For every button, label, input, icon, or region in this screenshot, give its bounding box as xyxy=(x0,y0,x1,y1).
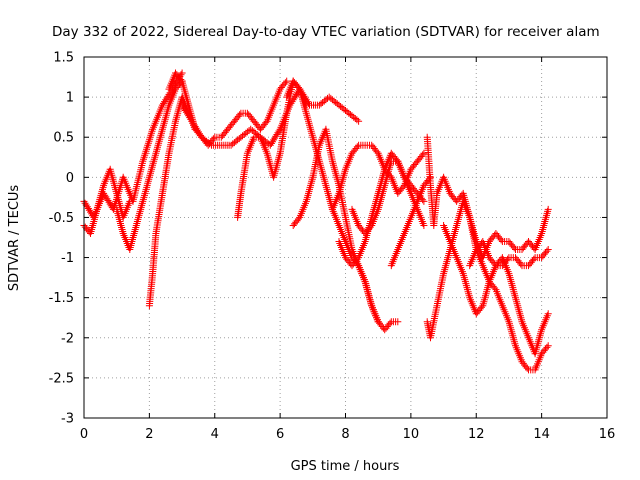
series-s9 xyxy=(283,77,382,326)
x-tick-label: 4 xyxy=(211,427,219,442)
x-tick-label: 12 xyxy=(468,427,485,442)
x-tick-label: 8 xyxy=(341,427,349,442)
axis-ticks: 0 2 4 6 8 10 12 14 16 1.5 1 0.5 0 -0.5 -1 -1.5 -2 -2.5 -3 xyxy=(49,51,616,443)
y-tick-label: 0.5 xyxy=(53,131,74,146)
x-axis-label: GPS time / hours xyxy=(291,459,400,474)
x-tick-label: 14 xyxy=(533,427,550,442)
x-tick-label: 16 xyxy=(599,427,616,442)
series-s17 xyxy=(466,238,552,270)
x-tick-label: 0 xyxy=(80,427,88,442)
data-points xyxy=(80,69,552,374)
series-s16 xyxy=(440,222,552,358)
series-s7 xyxy=(234,77,310,221)
y-tick-label: -1.5 xyxy=(49,291,74,306)
chart-title: Day 332 of 2022, Sidereal Day-to-day VTE… xyxy=(52,24,600,40)
y-axis-label: SDTVAR / TECUs xyxy=(7,185,22,292)
y-tick-label: -3 xyxy=(61,412,74,427)
y-tick-label: -0.5 xyxy=(49,211,74,226)
y-tick-label: 0 xyxy=(66,171,74,186)
series-markers xyxy=(423,133,552,262)
x-tick-label: 6 xyxy=(276,427,284,442)
series-s10 xyxy=(328,141,428,213)
y-tick-label: -2 xyxy=(61,331,74,346)
y-tick-label: -1 xyxy=(61,251,74,266)
series-s3 xyxy=(113,77,186,253)
x-tick-label: 2 xyxy=(145,427,153,442)
y-tick-label: -2.5 xyxy=(49,371,74,386)
x-tick-label: 10 xyxy=(403,427,420,442)
series-markers xyxy=(234,77,310,221)
series-s14 xyxy=(423,133,552,262)
y-tick-label: 1.5 xyxy=(53,51,74,66)
series-s13 xyxy=(387,173,434,270)
series-markers xyxy=(113,77,186,253)
y-tick-label: 1 xyxy=(66,91,74,106)
